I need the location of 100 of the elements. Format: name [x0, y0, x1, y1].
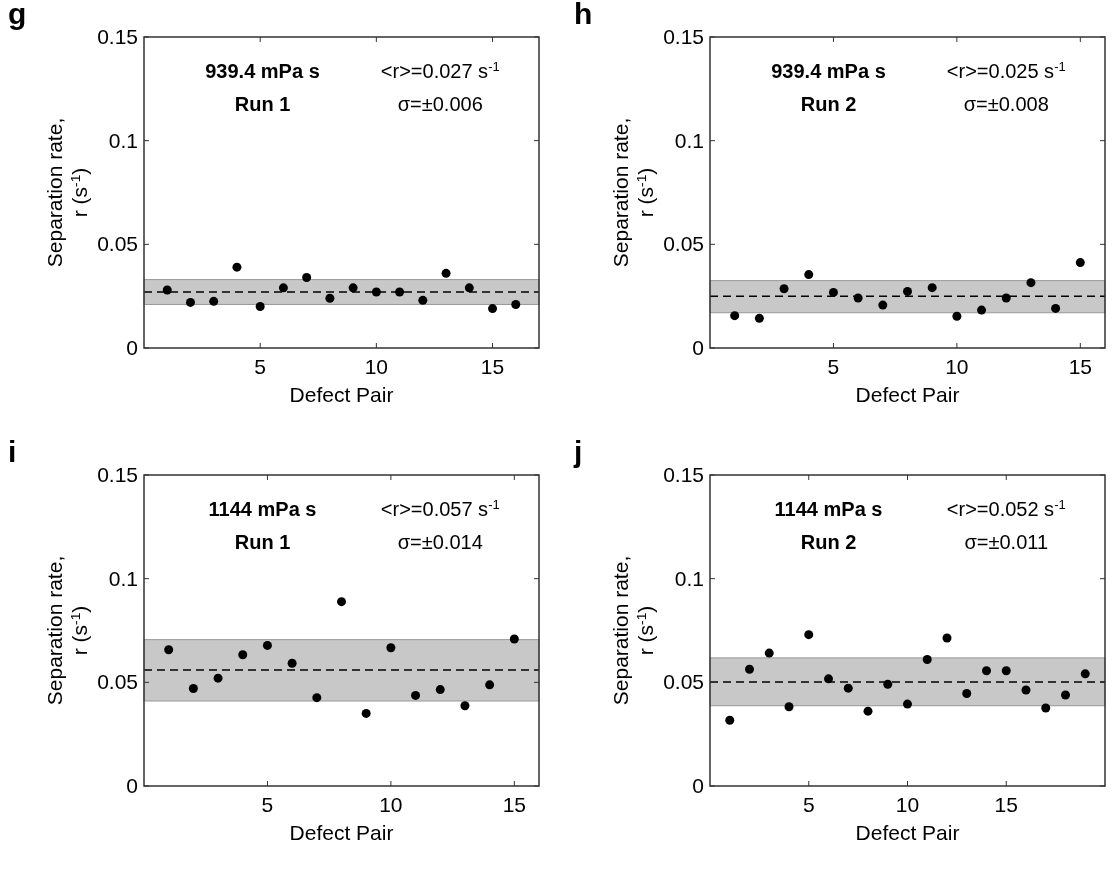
- chart-title: g: [8, 0, 27, 30]
- x-tick-label: 15: [480, 355, 505, 378]
- chart-title: h: [574, 0, 593, 30]
- y-tick-label: 0.15: [663, 463, 704, 486]
- y-tick-label: 0.1: [674, 566, 704, 590]
- chart-title: i: [8, 435, 17, 468]
- x-tick-label: 10: [945, 355, 969, 378]
- point: [804, 630, 814, 640]
- y-tick-label: 0.15: [97, 25, 138, 48]
- point: [418, 295, 428, 305]
- point: [754, 313, 764, 323]
- point: [262, 640, 272, 650]
- annotation: <r>=0.052 s$^{-1}$: [946, 496, 1066, 520]
- annotation: Run 1: [234, 93, 291, 115]
- y-tick-label: 0: [692, 774, 704, 797]
- point: [903, 286, 912, 296]
- y-tick-label: 0: [692, 336, 704, 359]
- point: [509, 634, 519, 644]
- y-tick-label: 0.05: [97, 232, 138, 256]
- annotation: <r>=0.057 s$^{-1}$: [380, 496, 500, 520]
- annotation: Run 2: [800, 93, 857, 115]
- point: [903, 699, 912, 709]
- point: [1041, 703, 1051, 713]
- point: [1075, 258, 1085, 268]
- point: [302, 273, 312, 283]
- point: [1080, 669, 1090, 679]
- point: [725, 715, 735, 725]
- point: [1001, 666, 1011, 676]
- point: [824, 674, 833, 684]
- point: [337, 597, 346, 607]
- point: [232, 262, 242, 272]
- annotation: σ=±0.008: [963, 93, 1049, 115]
- y-tick-label: 0.1: [108, 128, 138, 152]
- point: [952, 311, 962, 321]
- point: [411, 690, 421, 700]
- point: [962, 689, 972, 699]
- point: [312, 693, 322, 703]
- point: [977, 305, 987, 315]
- point: [371, 287, 381, 297]
- point: [804, 270, 814, 280]
- point: [395, 287, 405, 297]
- point: [828, 287, 838, 297]
- x-tick-label: 10: [364, 355, 389, 378]
- point: [1026, 278, 1036, 288]
- annotation: σ=±0.011: [964, 531, 1049, 553]
- y-tick-label: 0.05: [97, 670, 138, 694]
- point: [927, 283, 937, 293]
- annotation: <r>=0.027 s$^{-1}$: [380, 58, 500, 82]
- point: [1061, 690, 1070, 700]
- y-tick-label: 0: [126, 336, 138, 359]
- x-tick-label: 5: [827, 355, 840, 378]
- point: [278, 283, 288, 293]
- point: [348, 283, 358, 293]
- annotation: σ=±0.006: [397, 93, 483, 115]
- point: [1051, 303, 1061, 313]
- point: [185, 297, 195, 307]
- x-axis-title: Defect Pair: [289, 821, 394, 844]
- point: [942, 633, 952, 643]
- point: [878, 300, 888, 310]
- point: [325, 293, 335, 303]
- point: [843, 683, 853, 693]
- point: [188, 684, 198, 694]
- point: [863, 706, 873, 716]
- point: [441, 268, 451, 278]
- chart-title: j: [573, 435, 583, 468]
- point: [485, 680, 495, 690]
- point: [164, 645, 174, 655]
- point: [209, 296, 219, 306]
- point: [1021, 685, 1031, 695]
- x-tick-label: 10: [379, 793, 403, 816]
- x-tick-label: 5: [802, 793, 815, 816]
- point: [784, 702, 794, 712]
- point: [213, 673, 223, 683]
- point: [1001, 293, 1011, 303]
- x-tick-label: 5: [261, 793, 274, 816]
- y-tick-label: 0.05: [663, 670, 704, 694]
- point: [488, 304, 498, 314]
- point: [922, 655, 932, 665]
- annotation: 939.4 mPa s: [205, 60, 320, 82]
- y-tick-label: 0.15: [663, 25, 704, 48]
- x-axis-title: Defect Pair: [855, 383, 960, 406]
- y-tick-label: 0.1: [108, 566, 138, 590]
- point: [779, 284, 789, 294]
- point: [511, 299, 521, 309]
- x-tick-label: 15: [502, 793, 526, 816]
- annotation: <r>=0.025 s$^{-1}$: [946, 58, 1066, 82]
- point: [386, 643, 396, 653]
- point: [982, 666, 991, 676]
- x-tick-label: 15: [994, 793, 1018, 816]
- point: [464, 283, 474, 293]
- point: [883, 679, 893, 689]
- x-tick-label: 10: [895, 793, 920, 816]
- y-tick-label: 0.15: [97, 463, 138, 486]
- x-tick-label: 5: [254, 355, 267, 378]
- point: [435, 685, 445, 695]
- point: [287, 658, 297, 668]
- annotation: 1144 mPa s: [208, 498, 317, 520]
- point: [255, 302, 265, 312]
- y-tick-label: 0.1: [674, 128, 704, 152]
- point: [361, 708, 371, 718]
